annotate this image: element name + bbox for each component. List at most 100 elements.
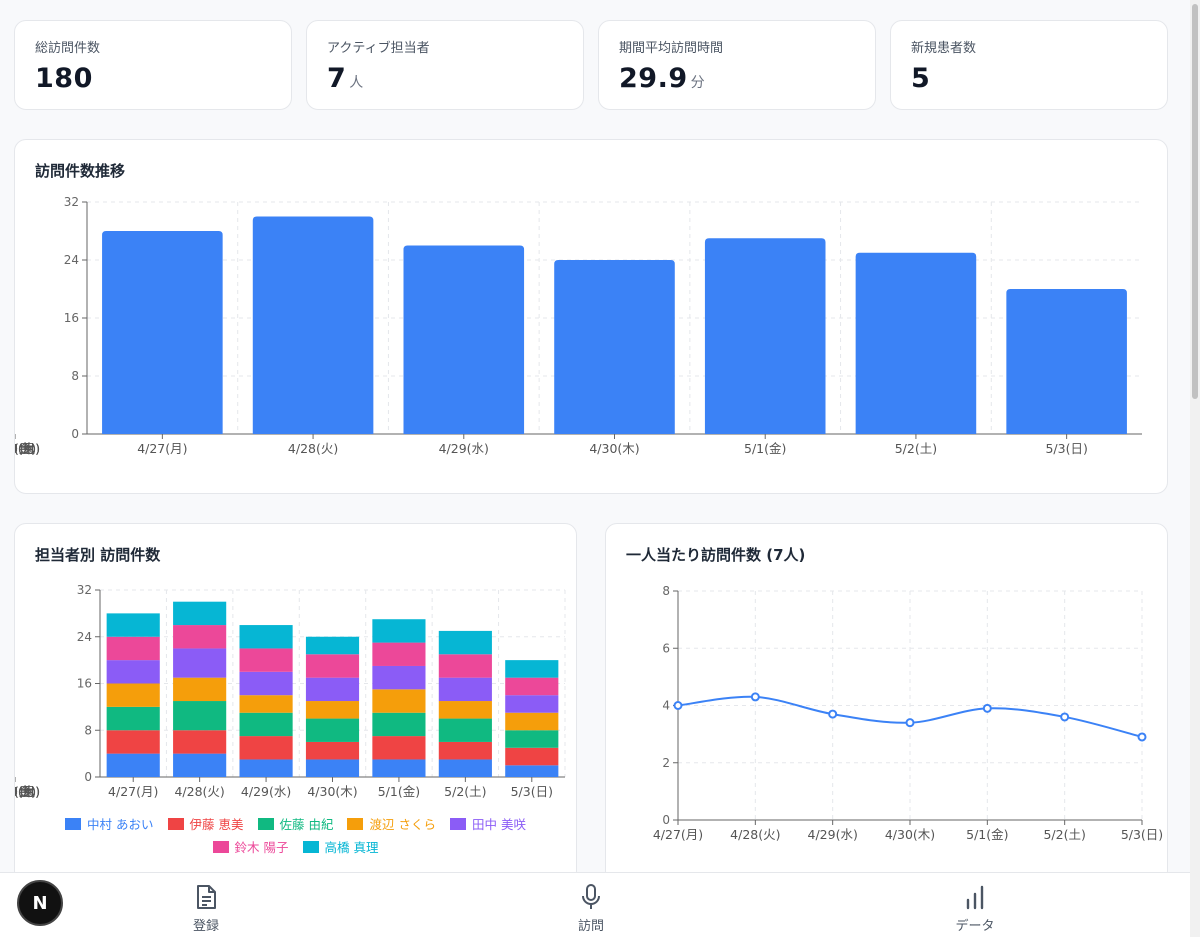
nav-label: データ (955, 919, 995, 934)
x-tick-label: 4/28(火) (288, 441, 338, 456)
legend-swatch (212, 840, 229, 853)
stacked-bar-segment (239, 671, 293, 696)
kpi-label: アクティブ担当者 (327, 41, 430, 56)
kpi-value: 29.9 分 (619, 63, 706, 94)
stacked-bar-segment (106, 636, 160, 661)
x-tick-label: 4/28(火) (15, 784, 40, 799)
stacked-bar-segment (438, 654, 492, 678)
x-tick-label: 4/30(木) (15, 441, 40, 456)
visits-per-person-chart: 0 2 4 6 8 4/27(月) 4/28(火) 4/29(水) 4/30(木) 5/1(金) 5… (653, 584, 1163, 842)
x-tick-label: 4/28(火) (174, 784, 224, 799)
x-tick-label: 4/29(水) (439, 441, 489, 456)
stacked-bar-segment (173, 753, 227, 777)
kpi-unit: 分 (690, 75, 706, 91)
bar (252, 216, 374, 434)
kpi-card-new-patients: 新規患者数 5 (890, 20, 1168, 110)
y-tick-label: 16 (64, 311, 79, 325)
n-badge-button[interactable]: N (17, 880, 63, 926)
stacked-bar-segment (173, 677, 227, 702)
x-tick-label: 4/29(水) (15, 441, 40, 456)
legend-label: 中村 あおい (87, 817, 154, 832)
x-tick-label: 5/3(日) (15, 784, 36, 799)
stacked-bar-segment (305, 654, 360, 678)
data-point (750, 692, 760, 702)
stacked-bar-segment (173, 701, 227, 731)
y-tick-label: 2 (662, 756, 670, 770)
x-tick-label: 4/28(火) (15, 441, 40, 456)
x-tick-label: 5/2(土) (15, 441, 36, 456)
stacked-bar-segment (305, 636, 360, 655)
stacked-bar-segment (305, 759, 360, 777)
nav-item-data[interactable]: データ (935, 883, 1015, 934)
legend-label: 高橋 真理 (324, 840, 379, 855)
y-tick-label: 8 (84, 723, 92, 737)
bottom-nav: 登録 訪問 データ (0, 872, 1190, 937)
x-tick-label: 5/1(金) (15, 784, 36, 799)
x-tick-label: 4/28(火) (730, 827, 780, 842)
legend-item: 渡辺 さくら (347, 814, 436, 833)
x-tick-label: 5/1(金) (378, 784, 420, 799)
legend-swatch (167, 817, 184, 830)
stacked-bar-segment (505, 695, 559, 713)
visits-by-staff-card: 担当者別 訪問件数 081624324/27(月)4/28(火)4/29(水)4… (14, 523, 577, 883)
stacked-bar-segment (239, 625, 293, 649)
scrollbar[interactable] (1190, 0, 1200, 937)
kpi-label: 新規患者数 (911, 41, 977, 56)
stacked-bar-segment (239, 648, 293, 672)
stacked-bar-segment (305, 718, 360, 742)
y-tick-label: 4 (662, 699, 670, 713)
stacked-bar-segment (173, 648, 227, 678)
bar (554, 260, 675, 434)
nav-label: 訪問 (577, 919, 604, 934)
legend-label: 佐藤 由紀 (279, 817, 334, 832)
stacked-bar-segment (239, 712, 293, 737)
data-point (1060, 712, 1070, 722)
stacked-bar-segment (438, 759, 492, 777)
x-tick-label: 4/27(月) (15, 441, 40, 456)
stacked-bar-segment (239, 736, 293, 760)
x-tick-label: 5/3(日) (511, 784, 553, 799)
stacked-bar-segment (438, 701, 492, 719)
x-tick-label: 5/3(日) (15, 441, 36, 456)
y-tick-label: 8 (662, 584, 670, 598)
stacked-bar-segment (173, 625, 227, 649)
stacked-bar-segment (239, 759, 293, 777)
y-tick-label: 32 (77, 583, 92, 597)
x-tick-label: 4/27(月) (108, 784, 158, 799)
bar (855, 252, 977, 434)
kpi-label: 期間平均訪問時間 (619, 41, 724, 56)
x-tick-label: 5/1(金) (15, 441, 36, 456)
stacked-bar-segment (438, 741, 492, 760)
stacked-bar-segment (505, 660, 559, 678)
stacked-bar-segment (505, 712, 559, 731)
x-tick-label: 4/30(木) (307, 784, 357, 799)
bar (102, 231, 223, 434)
stacked-bar-segment (372, 642, 426, 666)
x-tick-label: 5/3(日) (1045, 441, 1087, 456)
y-tick-label: 8 (71, 369, 79, 383)
x-tick-label: 4/27(月) (15, 784, 40, 799)
scrollbar-thumb[interactable] (1192, 4, 1198, 399)
n-badge-letter: N (32, 892, 48, 914)
kpi-unit: 人 (349, 75, 364, 91)
legend-item: 田中 美咲 (449, 814, 526, 833)
stacked-bar-segment (106, 683, 160, 707)
legend-swatch (65, 817, 82, 830)
visits-by-staff-legend: 中村 あおい 伊藤 恵美 佐藤 由紀 渡辺 さくら 田中 美咲 鈴木 陽子 高橋 真理 (35, 814, 556, 856)
legend-label: 鈴木 陽子 (234, 840, 289, 855)
x-tick-label: 5/1(金) (744, 441, 786, 456)
stacked-bar-segment (372, 759, 426, 777)
nav-item-register[interactable]: 登録 (166, 883, 246, 934)
nav-item-visit[interactable]: 訪問 (551, 883, 631, 934)
x-tick-label: 5/3(日) (1121, 827, 1163, 842)
x-tick-label: 4/30(木) (885, 827, 935, 842)
document-icon (197, 885, 216, 909)
data-point (673, 701, 683, 710)
legend-label: 田中 美咲 (471, 817, 526, 832)
stacked-bar-segment (438, 718, 492, 742)
y-tick-label: 32 (64, 195, 79, 209)
stacked-bar-segment (305, 677, 360, 702)
legend-label: 渡辺 さくら (369, 817, 436, 832)
kpi-card-total-visits: 総訪問件数 180 (14, 20, 292, 110)
